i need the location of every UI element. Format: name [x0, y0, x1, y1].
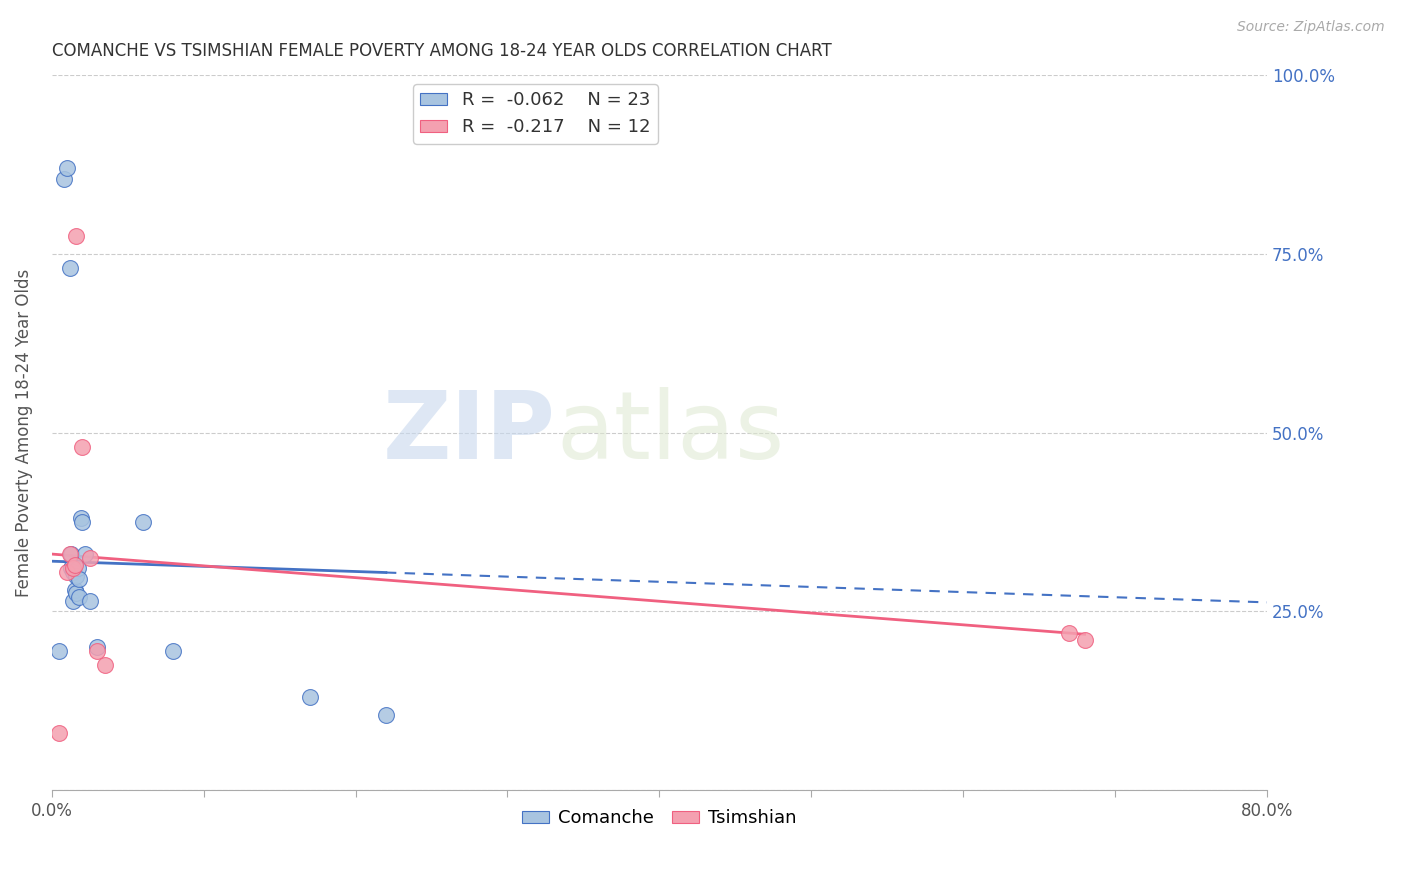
Point [86, 640, 108, 654]
Point [67, 590, 90, 604]
Point [86, 643, 108, 657]
Text: atlas: atlas [555, 386, 785, 479]
Point [162, 643, 184, 657]
Point [65, 229, 87, 244]
Point [60, 561, 83, 575]
Point [52, 171, 75, 186]
Legend: Comanche, Tsimshian: Comanche, Tsimshian [515, 802, 804, 835]
Point [48, 643, 70, 657]
Point [56, 565, 79, 579]
Point [70, 515, 93, 529]
Point [66, 561, 89, 575]
Point [1073, 632, 1095, 647]
Point [63, 582, 86, 597]
Point [60, 547, 83, 561]
Point [63, 558, 86, 572]
Point [79, 550, 101, 565]
Point [48, 725, 70, 739]
Point [70, 440, 93, 454]
Point [62, 561, 84, 575]
Point [62, 565, 84, 579]
Point [56, 161, 79, 175]
Point [65, 568, 87, 582]
Point [69, 511, 91, 525]
Point [62, 593, 84, 607]
Point [75, 547, 97, 561]
Point [132, 515, 155, 529]
Text: COMANCHE VS TSIMSHIAN FEMALE POVERTY AMONG 18-24 YEAR OLDS CORRELATION CHART: COMANCHE VS TSIMSHIAN FEMALE POVERTY AMO… [52, 42, 831, 60]
Point [374, 707, 396, 722]
Text: ZIP: ZIP [384, 386, 555, 479]
Point [65, 586, 87, 600]
Text: Source: ZipAtlas.com: Source: ZipAtlas.com [1237, 20, 1385, 34]
Point [1059, 625, 1081, 640]
Point [94, 657, 117, 672]
Point [67, 572, 90, 586]
Point [79, 593, 101, 607]
Point [59, 547, 82, 561]
Y-axis label: Female Poverty Among 18-24 Year Olds: Female Poverty Among 18-24 Year Olds [15, 268, 32, 597]
Point [59, 261, 82, 276]
Point [298, 690, 321, 704]
